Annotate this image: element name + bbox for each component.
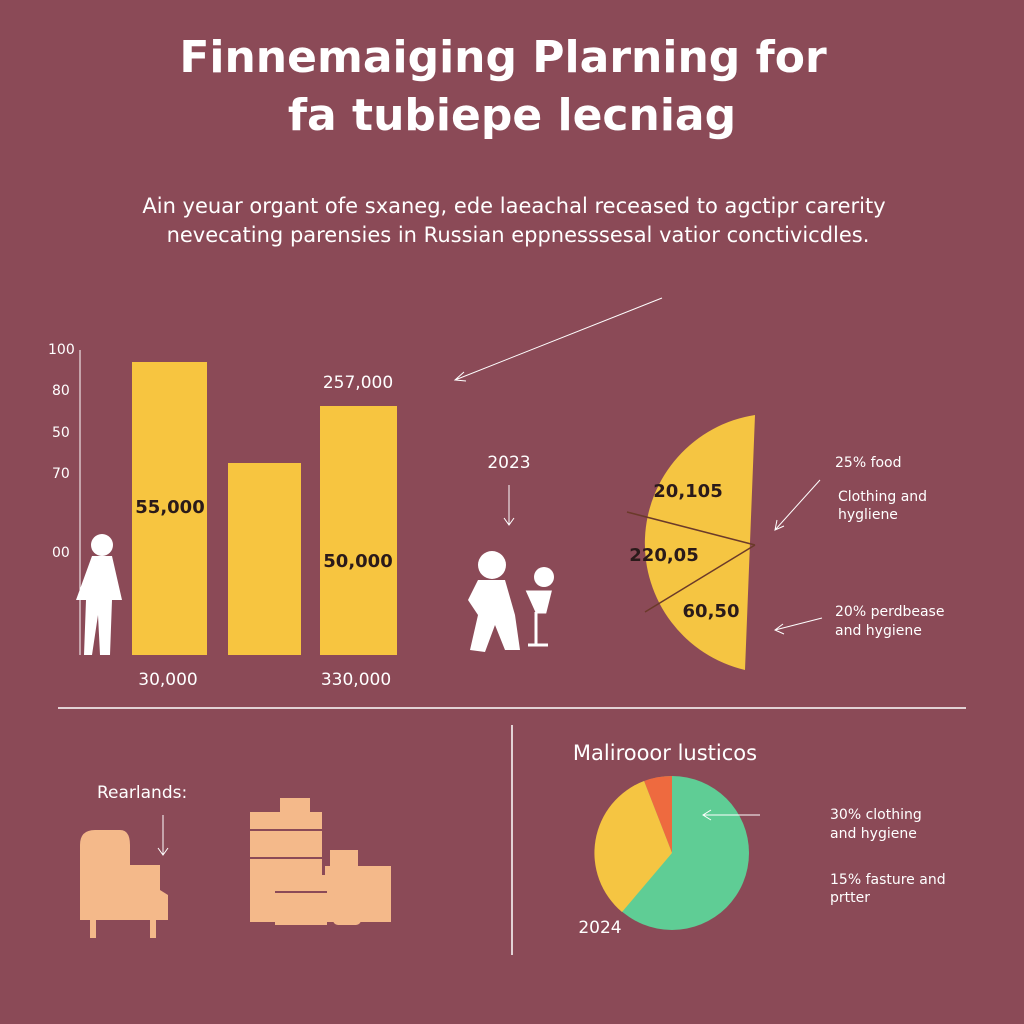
pie-divider — [626, 511, 756, 613]
arrow — [503, 485, 515, 526]
pie-slice — [644, 775, 672, 853]
furniture-icons — [80, 798, 391, 938]
bar-label: 55,000 — [135, 497, 204, 518]
pie-note: prtter — [830, 890, 870, 906]
title-line: fa tubiepe lecniag — [288, 90, 736, 141]
pie-note: Clothing and — [838, 489, 927, 505]
arrow — [774, 479, 821, 531]
pie-title: Malirooor lusticos — [573, 741, 757, 765]
pie-label: 220,05 — [629, 545, 698, 566]
year-label: 2024 — [578, 918, 621, 938]
axis-label: 70 — [52, 466, 70, 482]
bar-label: 330,000 — [321, 670, 391, 690]
year-label: 2023 — [487, 453, 530, 473]
pie-label: 20,105 — [653, 481, 722, 502]
pie-note: and hygiene — [830, 826, 917, 842]
section-label: Rearlands: — [97, 783, 187, 803]
axis-label: 00 — [52, 545, 70, 561]
axis-label: 80 — [52, 383, 70, 399]
furniture-lines — [250, 829, 327, 893]
bar — [320, 406, 397, 655]
pie-label: 60,50 — [683, 601, 740, 622]
pie-note: 20% perdbease — [835, 604, 944, 620]
child-figure — [468, 551, 554, 652]
bar-label: 50,000 — [323, 551, 392, 572]
half-pie — [644, 415, 755, 670]
title-line: Finnemaiging Plarning for — [179, 32, 827, 83]
arrow — [774, 617, 823, 635]
arrow — [702, 809, 760, 821]
pie-note: hygliene — [838, 507, 898, 523]
pie-note: 30% clothing — [830, 807, 922, 823]
bar — [132, 362, 207, 655]
axis-label: 100 — [48, 342, 75, 358]
pie-note: 15% fasture and — [830, 872, 946, 888]
pie-slice — [594, 781, 672, 912]
subtitle-line: nevecating parensies in Russian eppnesss… — [167, 223, 870, 247]
bar-label: 30,000 — [138, 670, 197, 690]
pie-note: and hygiene — [835, 623, 922, 639]
arrow — [157, 815, 169, 856]
arrow — [453, 297, 663, 382]
subtitle-line: Ain yeuar organt ofe sxaneg, ede laeacha… — [142, 194, 885, 218]
pie-note: 25% food — [835, 455, 902, 471]
axis-label: 50 — [52, 425, 70, 441]
person-figure — [76, 534, 122, 655]
bar — [228, 463, 301, 655]
bar-label: 257,000 — [323, 373, 393, 393]
